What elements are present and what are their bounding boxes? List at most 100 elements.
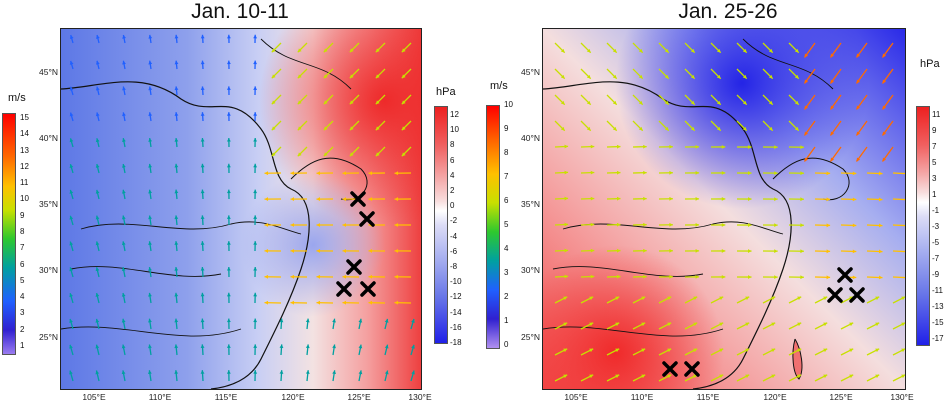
wind-arrowhead xyxy=(826,249,831,254)
wind-arrowhead xyxy=(719,374,724,379)
marker-x xyxy=(350,191,366,207)
marker-x xyxy=(346,259,362,275)
wind-arrowhead xyxy=(316,300,321,305)
wind-arrowhead xyxy=(745,322,750,327)
panel-title-right: Jan. 25-26 xyxy=(678,0,778,23)
lon-tick-label: 125°E xyxy=(829,392,853,402)
wind-arrowhead xyxy=(804,131,809,136)
wind-colorbar-label: 3 xyxy=(20,308,25,318)
wind-arrowhead xyxy=(279,344,284,349)
wind-arrowhead xyxy=(669,222,673,227)
wind-arrowhead xyxy=(174,370,179,374)
wind-arrowhead xyxy=(200,189,205,194)
wind-arrowhead xyxy=(616,144,621,149)
wind-arrowhead xyxy=(589,348,594,353)
wind-arrowhead xyxy=(695,248,700,253)
wind-arrowhead xyxy=(823,374,828,379)
wind-arrowhead xyxy=(95,293,100,297)
wind-arrowhead xyxy=(856,105,861,110)
wind-arrowhead xyxy=(695,274,700,279)
wind-arrowhead xyxy=(148,344,152,349)
wind-arrowhead xyxy=(122,60,126,65)
wind-arrowhead xyxy=(174,344,179,349)
lon-tick-label: 115°E xyxy=(696,392,720,402)
wind-arrowhead xyxy=(401,100,406,105)
wind-arrowhead xyxy=(690,100,695,105)
pressure-colorbar-label: 12 xyxy=(450,110,459,119)
lat-tick-label: 40°N xyxy=(521,133,540,143)
wind-arrowhead xyxy=(122,138,126,142)
wind-arrowhead xyxy=(226,215,231,219)
wind-arrowhead xyxy=(148,163,153,168)
wind-arrowhead xyxy=(271,126,276,131)
wind-arrowhead xyxy=(95,318,100,323)
wind-arrow xyxy=(892,224,905,227)
pressure-colorbar-label: -11 xyxy=(932,286,943,295)
wind-arrowhead xyxy=(368,274,373,279)
wind-arrowhead xyxy=(590,248,595,253)
wind-arrowhead xyxy=(316,171,321,176)
wind-colorbar-label: 9 xyxy=(504,124,509,133)
marker-x xyxy=(359,211,375,227)
wind-arrowhead xyxy=(174,215,179,220)
wind-arrowhead xyxy=(586,48,591,53)
wind-arrowhead xyxy=(638,100,643,105)
wind-arrowhead xyxy=(747,275,752,279)
wind-arrowhead xyxy=(721,145,726,149)
wind-arrowhead xyxy=(297,126,302,131)
wind-arrowhead xyxy=(830,157,835,162)
wind-arrowhead xyxy=(804,53,809,58)
wind-arrowhead xyxy=(797,322,802,327)
wind-arrowhead xyxy=(878,249,883,254)
wind-arrowhead xyxy=(774,223,778,228)
wind-arrowhead xyxy=(264,223,269,227)
wind-arrowhead xyxy=(721,171,726,175)
lat-tick-label: 45°N xyxy=(521,67,540,77)
wind-arrowhead xyxy=(316,223,321,227)
wind-arrowhead xyxy=(95,267,100,272)
wind-arrowhead xyxy=(69,138,74,143)
wind-arrowhead xyxy=(719,348,724,353)
wind-arrowhead xyxy=(69,293,73,298)
wind-arrowhead xyxy=(771,374,776,379)
wind-arrowhead xyxy=(612,100,617,105)
wind-arrowhead xyxy=(612,126,617,131)
wind-arrowhead xyxy=(226,292,231,297)
wind-arrowhead xyxy=(804,157,809,162)
wind-arrowhead xyxy=(69,241,74,246)
wind-arrowhead xyxy=(641,374,646,379)
wind-arrowhead xyxy=(368,300,373,305)
wind-arrowhead xyxy=(826,197,831,202)
wind-arrowhead xyxy=(323,100,328,105)
wind-arrowhead xyxy=(271,152,276,157)
wind-arrowhead xyxy=(69,189,74,194)
wind-arrowhead xyxy=(771,322,776,327)
wind-arrowhead xyxy=(121,215,126,220)
wind-arrowhead xyxy=(122,34,126,39)
wind-arrowhead xyxy=(774,145,778,150)
wind-arrowhead xyxy=(148,267,152,271)
wind-arrowhead xyxy=(564,248,569,253)
wind-arrowhead xyxy=(638,74,643,79)
lat-tick-label: 25°N xyxy=(39,332,58,342)
wind-arrowhead xyxy=(794,48,799,53)
wind-arrowhead xyxy=(148,60,153,65)
wind-arrowhead xyxy=(174,267,179,271)
wind-arrowhead xyxy=(316,248,321,253)
wind-arrowhead xyxy=(612,48,617,53)
wind-arrowhead xyxy=(200,86,205,91)
wind-arrowhead xyxy=(316,197,321,202)
wind-arrowhead xyxy=(616,274,621,279)
wind-arrowhead xyxy=(830,131,835,136)
wind-arrowhead xyxy=(358,344,363,349)
pressure-colorbar-label: 1 xyxy=(932,190,937,199)
wind-arrowhead xyxy=(69,370,73,375)
marker-x xyxy=(684,361,700,377)
wind-arrowhead xyxy=(878,223,883,228)
wind-vectors-left xyxy=(69,34,415,382)
wind-arrowhead xyxy=(721,197,726,201)
wind-arrowhead xyxy=(95,370,100,375)
wind-arrowhead xyxy=(747,197,752,201)
wind-arrowhead xyxy=(563,348,568,353)
wind-arrowhead xyxy=(774,171,778,176)
